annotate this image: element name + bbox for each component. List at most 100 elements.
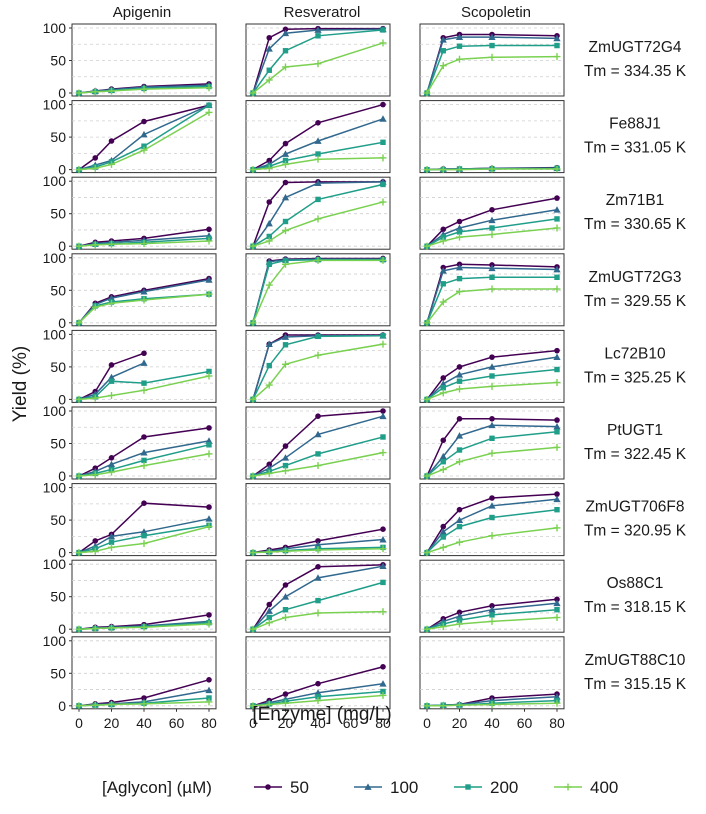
point-100 — [314, 179, 322, 187]
point-400 — [379, 154, 387, 162]
point-50 — [489, 207, 495, 213]
point-400 — [488, 701, 496, 708]
row-label-tm: Tm = 322.45 K — [584, 446, 687, 463]
y-tick-label: 0 — [58, 391, 66, 407]
point-50 — [141, 118, 147, 125]
point-400 — [423, 549, 431, 557]
point-100 — [488, 502, 496, 509]
point-400 — [265, 469, 273, 477]
x-tick-label: 80 — [201, 715, 217, 731]
y-tick-label: 50 — [50, 436, 66, 452]
point-100 — [314, 430, 322, 438]
point-100 — [281, 454, 290, 461]
point-100 — [455, 432, 464, 439]
point-400 — [75, 549, 83, 557]
y-tick-label: 50 — [50, 512, 66, 528]
point-50 — [554, 195, 560, 201]
point-400 — [265, 76, 273, 84]
point-50 — [266, 199, 273, 205]
point-200 — [440, 459, 446, 465]
point-100 — [553, 495, 561, 503]
point-400 — [205, 84, 213, 92]
point-400 — [423, 89, 431, 97]
row-1: 0 50 100 Fe88J1 Tm = 331.05 K — [43, 97, 687, 178]
point-400 — [108, 701, 115, 708]
y-tick-label: 50 — [50, 359, 66, 375]
panel-7-1 — [245, 559, 391, 633]
point-50 — [141, 695, 147, 701]
point-50 — [92, 155, 99, 161]
point-200 — [489, 225, 495, 231]
point-400 — [249, 89, 257, 97]
point-50 — [92, 538, 99, 544]
row-label-name: ZmUGT72G3 — [588, 269, 681, 286]
point-50 — [266, 34, 273, 41]
point-50 — [456, 364, 463, 370]
point-200 — [206, 442, 212, 448]
panel-8-2 — [419, 636, 565, 710]
point-200 — [141, 533, 147, 539]
x-tick-label: 40 — [484, 715, 500, 731]
panel-4-1 — [245, 329, 391, 403]
series-line-100 — [78, 362, 145, 401]
point-400 — [249, 549, 257, 557]
y-tick-label: 100 — [43, 326, 67, 342]
point-50 — [380, 526, 386, 532]
point-400 — [108, 468, 115, 476]
point-200 — [489, 373, 495, 379]
panel-frame — [419, 100, 565, 174]
point-400 — [265, 701, 273, 708]
point-400 — [456, 620, 463, 628]
point-400 — [205, 290, 213, 298]
point-400 — [205, 620, 213, 628]
point-100 — [488, 33, 496, 40]
row-7: 0 50 100 Os88C1 Tm = 318.15 K — [43, 556, 687, 637]
point-100 — [140, 288, 148, 295]
point-400 — [488, 231, 496, 238]
row-label-tm: Tm = 320.95 K — [584, 523, 687, 540]
point-400 — [553, 285, 561, 293]
point-400 — [439, 623, 447, 631]
point-200 — [554, 274, 560, 280]
x-axis-title: [Enzyme] (mg/L) — [252, 704, 391, 725]
point-400 — [423, 472, 431, 480]
point-200 — [456, 447, 463, 453]
point-400 — [423, 319, 431, 327]
legend-label: 400 — [590, 778, 618, 797]
row-label-name: Fe88J1 — [609, 116, 661, 133]
point-400 — [439, 466, 447, 473]
point-50 — [206, 226, 212, 233]
point-400 — [282, 63, 289, 71]
point-400 — [314, 60, 322, 68]
point-200 — [554, 429, 560, 435]
point-400 — [91, 164, 99, 172]
row-0: 0 50 100 ZmUGT72G4 Tm = 334.35 K — [43, 20, 687, 101]
point-200 — [206, 695, 212, 701]
point-200 — [315, 597, 321, 604]
point-400 — [140, 240, 148, 248]
point-50 — [456, 416, 463, 422]
point-200 — [440, 385, 446, 391]
point-400 — [140, 462, 148, 470]
point-50 — [108, 362, 115, 368]
point-200 — [456, 229, 463, 235]
point-50 — [206, 425, 212, 431]
point-400 — [282, 260, 289, 268]
point-100 — [488, 216, 496, 224]
panel-1-1 — [245, 100, 391, 174]
point-400 — [140, 85, 148, 93]
point-50 — [489, 603, 495, 609]
point-400 — [249, 242, 257, 250]
point-400 — [205, 372, 213, 380]
point-200 — [554, 507, 560, 513]
panel-6-2 — [419, 483, 565, 557]
y-tick-label: 50 — [50, 53, 66, 69]
panel-2-1 — [245, 176, 391, 250]
point-200 — [315, 694, 321, 700]
point-400 — [439, 298, 447, 306]
point-400 — [314, 155, 322, 163]
panel-3-0 — [71, 253, 217, 327]
point-400 — [456, 288, 463, 296]
point-100 — [455, 371, 464, 378]
point-100 — [265, 607, 273, 614]
